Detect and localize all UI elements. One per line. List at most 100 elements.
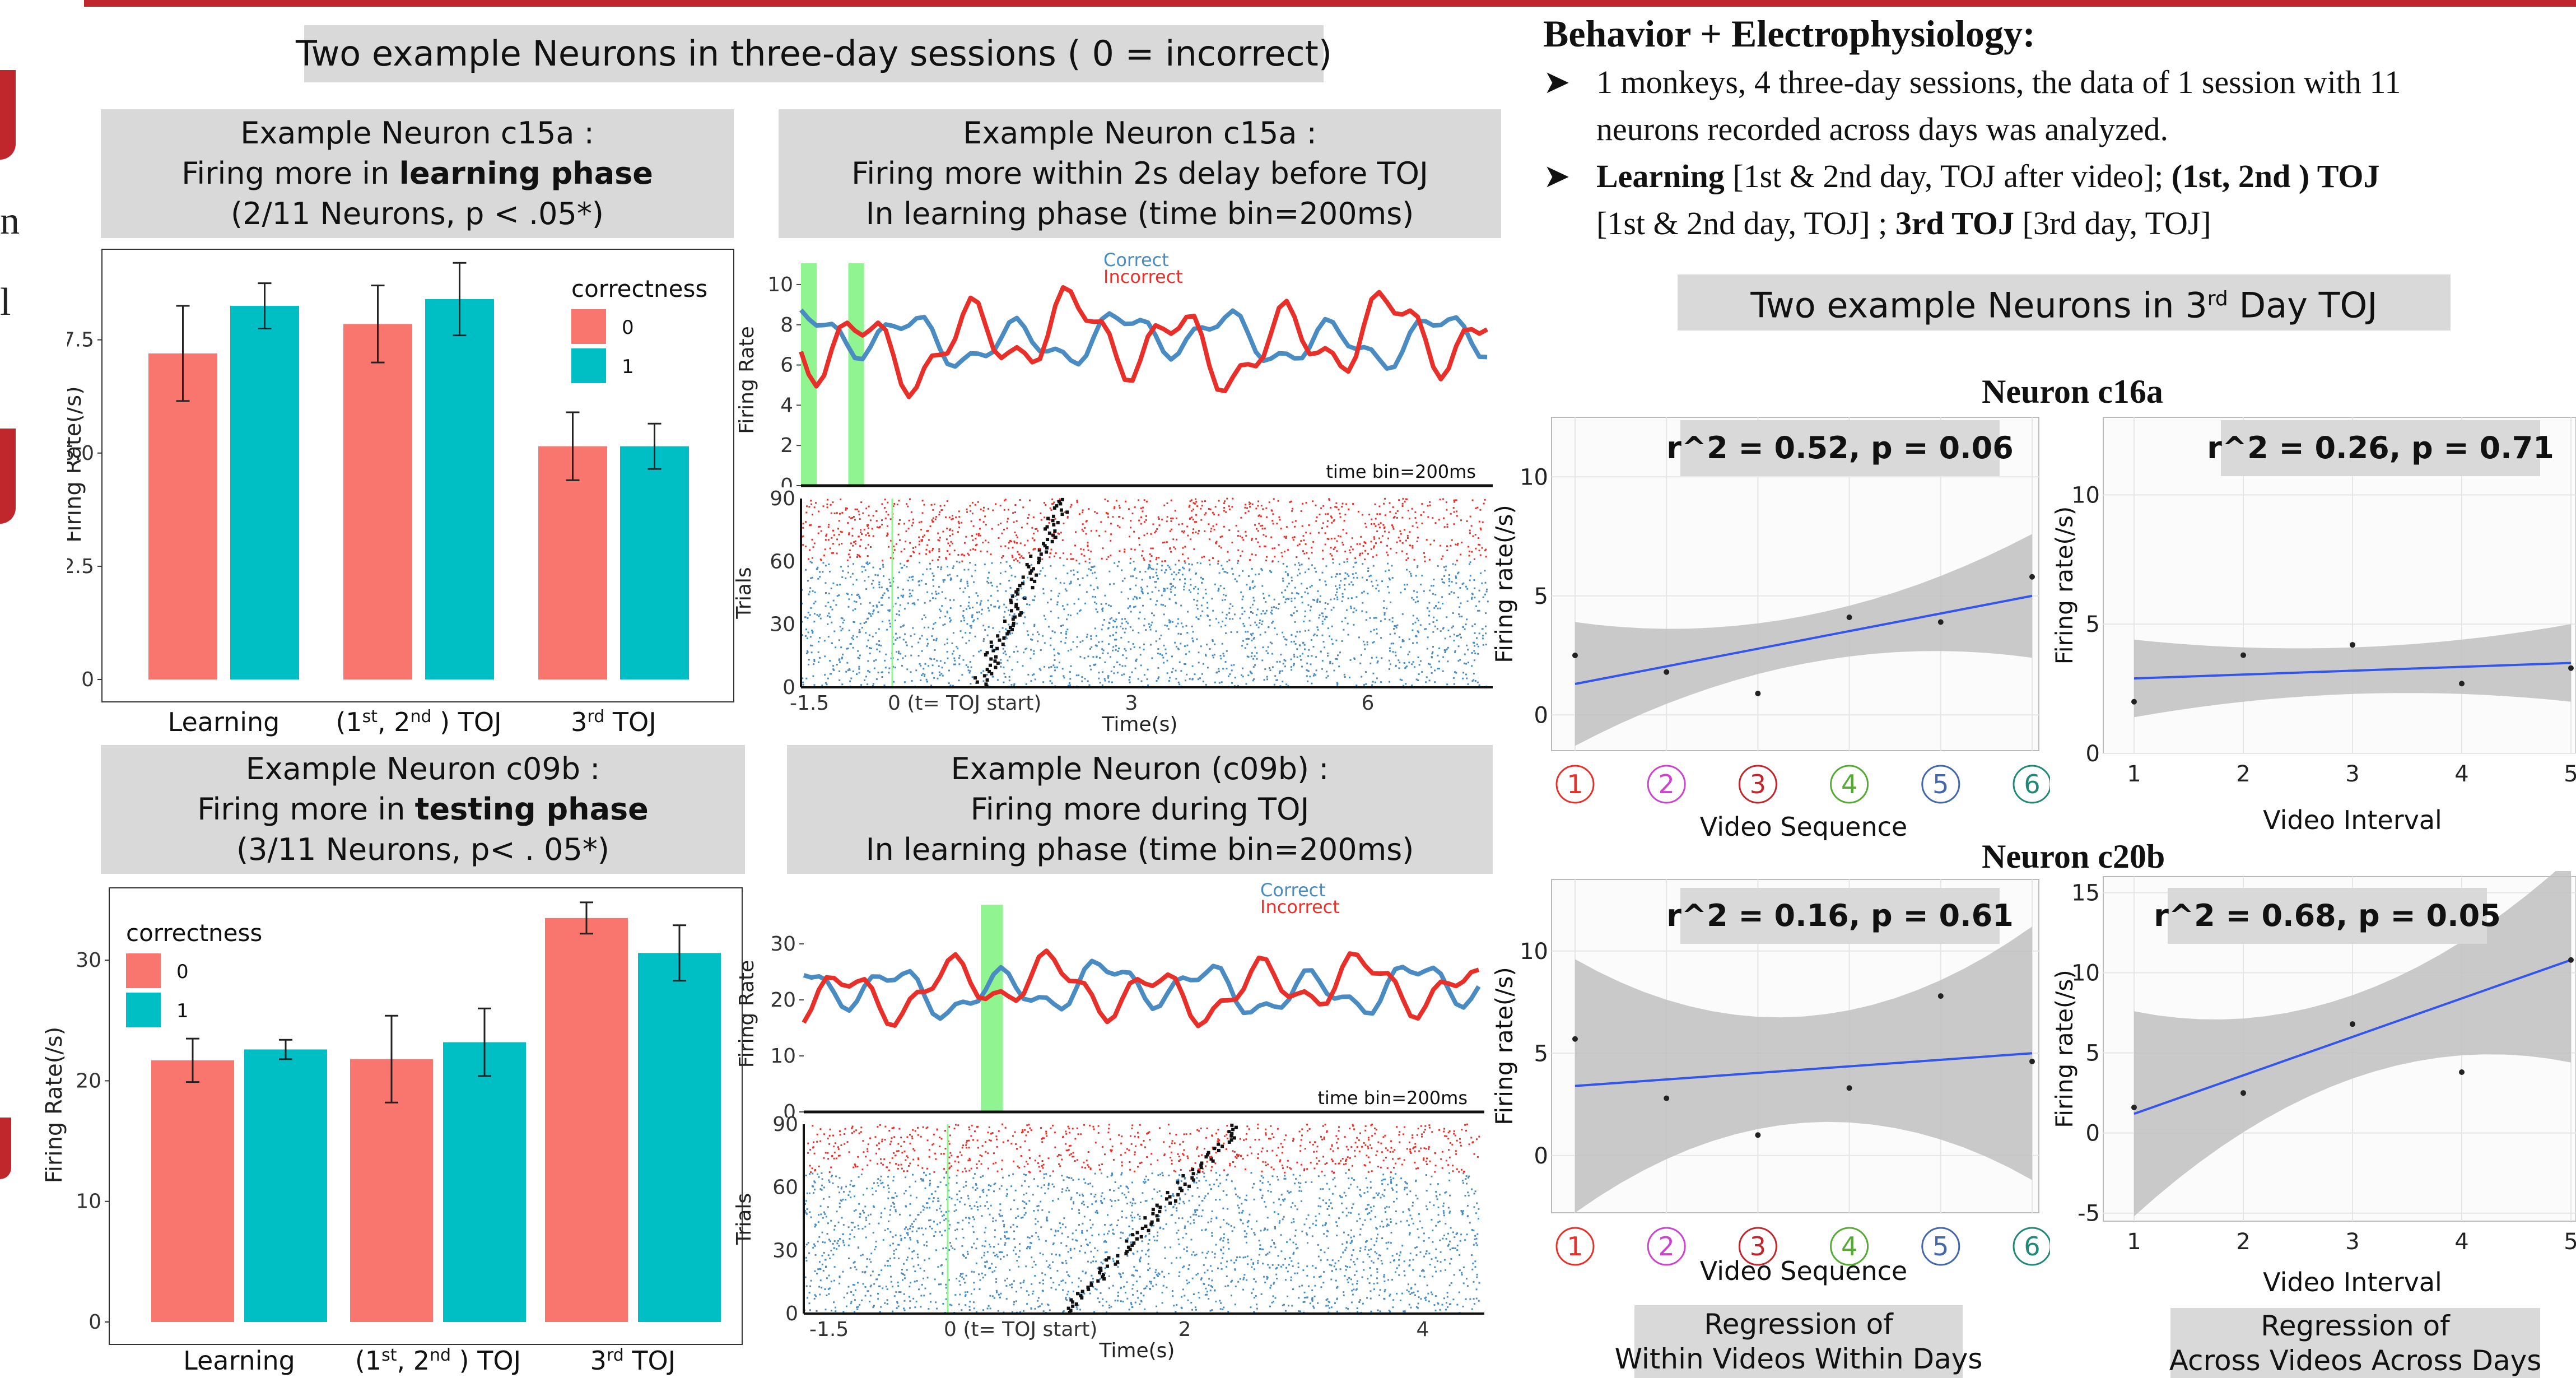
spike-row [826, 1232, 1479, 1237]
data-point [1937, 993, 1944, 999]
event-marker [1030, 569, 1033, 573]
spike-row [805, 1256, 1437, 1260]
x-tick-circle [1555, 765, 1595, 804]
event-marker [1178, 1186, 1182, 1190]
series-line-correct [799, 308, 1488, 371]
event-marker [1107, 1256, 1111, 1260]
event-marker [1014, 604, 1018, 608]
neuron-c16a-label: Neuron c16a [1982, 373, 2163, 410]
data-point [1846, 614, 1852, 620]
event-marker [1151, 1208, 1155, 1212]
event-marker [989, 657, 993, 661]
x-tick-label: -1.5 [790, 692, 829, 715]
y-tick-label: 90 [772, 1113, 798, 1136]
spike-row [812, 632, 1487, 636]
spike-row [811, 1184, 1358, 1188]
bar [638, 953, 721, 1322]
event-marker [1144, 1225, 1148, 1228]
event-marker [995, 646, 999, 650]
x-tick-circle [1830, 1227, 1869, 1266]
event-marker [1043, 544, 1047, 548]
event-marker [1013, 615, 1017, 619]
event-marker [1180, 1189, 1184, 1193]
highlight-window [981, 905, 1003, 1112]
event-marker [1191, 1172, 1195, 1176]
y-tick-label: 90 [770, 487, 795, 510]
event-marker [1005, 632, 1009, 636]
event-marker [1045, 546, 1049, 550]
event-marker [1190, 1176, 1194, 1180]
spike-row [858, 1226, 1452, 1231]
bar [230, 306, 299, 679]
event-marker [1140, 1226, 1144, 1230]
spike-row [824, 1287, 1478, 1292]
data-point [2568, 665, 2574, 671]
event-marker [1029, 554, 1033, 558]
event-marker [1052, 506, 1056, 510]
y-tick-label: 0 [1534, 702, 1548, 728]
y-tick-label: 60 [770, 550, 795, 573]
event-marker [1059, 508, 1063, 512]
event-marker [1204, 1155, 1208, 1159]
spike-row [807, 1142, 1470, 1146]
spike-row [821, 1178, 1467, 1182]
x-tick-label: 6 [2024, 769, 2040, 799]
event-marker [996, 634, 1000, 638]
event-marker [990, 644, 994, 648]
annotation-box [2221, 420, 2540, 476]
behavior-bullet-2-text2: [1st & 2nd day, TOJ] ; [1596, 205, 1895, 241]
spike-row [817, 1220, 1471, 1224]
x-tick-circle [1738, 1227, 1777, 1266]
spike-row [836, 594, 1443, 598]
y-tick-label: 10 [2071, 482, 2100, 508]
spike-row [850, 516, 1445, 520]
behavior-bullet-2-toj: (1st, 2nd ) TOJ [2171, 158, 2380, 194]
y-tick-label: 20 [770, 989, 796, 1012]
event-marker [1044, 527, 1047, 531]
spike-row [842, 653, 1479, 657]
event-marker [1211, 1159, 1215, 1163]
spike-row [813, 1180, 1464, 1184]
legend-label: 0 [622, 316, 634, 339]
event-marker [1054, 536, 1058, 539]
event-marker [1080, 1289, 1084, 1293]
x-tick-label: 2 [2236, 761, 2250, 787]
spike-row [801, 634, 1484, 638]
bullet-arrow-icon: ➤ [1543, 64, 1571, 100]
spike-row [807, 630, 1442, 634]
event-marker [1018, 584, 1022, 588]
spike-row [801, 535, 1479, 539]
regression-line [1575, 1052, 2033, 1087]
panel-d-title-line1: Example Neuron (c09b) : [951, 751, 1329, 786]
x-tick-label: 4 [1417, 1318, 1429, 1341]
y-tick-label: 0 [780, 474, 793, 487]
data-point [2131, 1104, 2137, 1110]
event-marker [1011, 623, 1015, 627]
event-marker [1150, 1220, 1154, 1224]
spike-row [828, 1237, 1478, 1241]
event-marker [1055, 504, 1059, 508]
spike-row [828, 562, 1470, 567]
x-tick-label: 1 [1567, 1231, 1583, 1261]
spike-row [810, 500, 1456, 504]
event-marker [1019, 611, 1023, 615]
event-marker [1227, 1130, 1231, 1134]
spike-row [802, 525, 1473, 529]
event-marker [1132, 1241, 1136, 1245]
annotation-box [1680, 420, 2000, 476]
spike-row [839, 669, 1456, 674]
event-marker [1176, 1180, 1180, 1184]
x-tick-label: 5 [1932, 769, 1949, 799]
spike-row [808, 1302, 1476, 1306]
x-tick-circle [1921, 1227, 1960, 1266]
event-marker [1009, 598, 1013, 602]
spike-row [810, 1170, 1466, 1174]
event-marker [1158, 1209, 1162, 1213]
spike-row [805, 567, 1408, 571]
x-tick-circle [1647, 1227, 1686, 1266]
event-marker [1031, 567, 1035, 571]
spike-row [828, 1195, 1438, 1199]
spike-row [810, 502, 1485, 506]
spike-row [810, 1279, 1475, 1283]
spike-row [809, 523, 1455, 527]
